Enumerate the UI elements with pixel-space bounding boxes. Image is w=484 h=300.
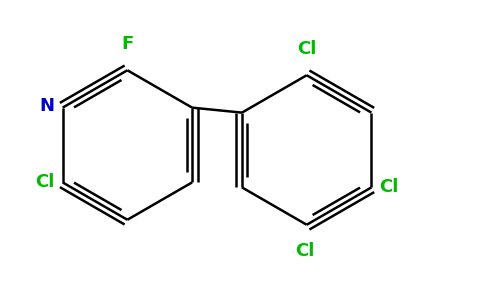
Text: Cl: Cl — [297, 40, 317, 58]
Text: F: F — [121, 35, 134, 53]
Text: Cl: Cl — [295, 242, 315, 260]
Text: N: N — [40, 97, 55, 115]
Text: Cl: Cl — [35, 173, 55, 191]
Text: Cl: Cl — [379, 178, 399, 196]
